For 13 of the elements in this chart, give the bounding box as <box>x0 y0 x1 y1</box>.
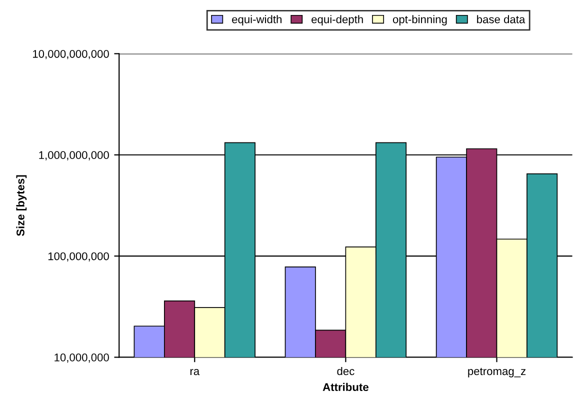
x-tick-label: petromag_z <box>468 368 526 378</box>
legend-label: equi-depth <box>312 15 363 26</box>
y-tick-label: 1,000,000,000 <box>39 151 109 160</box>
legend-label: opt-binning <box>392 15 447 26</box>
y-axis-title: Size [bytes] <box>16 175 27 236</box>
y-tick-label: 10,000,000 <box>54 354 109 363</box>
x-axis-title: Attribute <box>322 382 368 392</box>
y-tick-label: 100,000,000 <box>48 252 109 262</box>
x-tick-label: dec <box>337 366 354 376</box>
legend-label: base data <box>477 15 526 24</box>
y-tick-label: 10,000,000,000 <box>33 50 109 60</box>
x-tick-label: ra <box>190 369 200 376</box>
legend-label: equi-width <box>232 15 282 26</box>
